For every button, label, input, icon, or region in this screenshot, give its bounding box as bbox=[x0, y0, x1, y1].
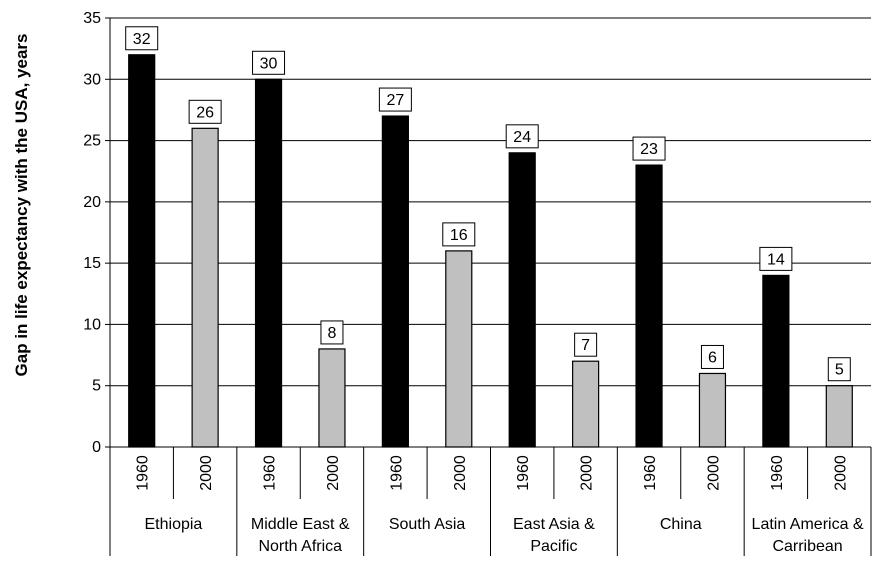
x-tick-label: 2000 bbox=[832, 455, 849, 491]
bar-2000 bbox=[572, 360, 600, 448]
group-label: South Asia bbox=[389, 516, 466, 533]
bar-1960 bbox=[254, 78, 283, 448]
bar-1960 bbox=[635, 164, 663, 448]
gridlines bbox=[110, 17, 871, 387]
bar-1960 bbox=[128, 54, 156, 448]
bar-1960 bbox=[381, 115, 409, 448]
group-label: China bbox=[660, 516, 702, 533]
x-tick-label: 2000 bbox=[452, 455, 469, 491]
y-tick-label: 15 bbox=[83, 255, 101, 272]
group-label: Middle East & bbox=[251, 516, 350, 533]
x-tick-label: 1960 bbox=[642, 455, 659, 491]
group-label: East Asia & bbox=[513, 516, 595, 533]
data-label: 7 bbox=[581, 337, 590, 354]
data-label: 23 bbox=[640, 141, 658, 158]
bar-1960 bbox=[762, 274, 790, 448]
y-tick-label: 20 bbox=[83, 194, 101, 211]
data-label: 8 bbox=[328, 325, 337, 342]
group-label: Ethiopia bbox=[145, 516, 203, 533]
group-label: Carribean bbox=[772, 538, 842, 555]
y-tick-label: 30 bbox=[83, 71, 101, 88]
bar-2000 bbox=[191, 127, 219, 448]
data-label-box bbox=[827, 357, 851, 382]
data-label: 14 bbox=[767, 251, 785, 268]
data-label: 16 bbox=[450, 227, 468, 244]
y-tick-label: 5 bbox=[92, 378, 101, 395]
data-label-box bbox=[378, 87, 412, 112]
x-tick-label: 2000 bbox=[198, 455, 215, 491]
bar-2000 bbox=[825, 385, 853, 448]
data-label: 27 bbox=[386, 92, 404, 109]
data-label: 24 bbox=[513, 129, 531, 146]
bar-1960 bbox=[508, 152, 536, 448]
x-tick-label: 2000 bbox=[325, 455, 342, 491]
data-label-box bbox=[442, 222, 476, 247]
data-label-box bbox=[320, 320, 344, 345]
group-label: Pacific bbox=[530, 538, 577, 555]
x-axis: 1960 2000 1960 2000 1960 2000 1960 2000 1960 2000… bbox=[109, 446, 872, 556]
y-axis-ticks: 0 5 10 15 20 25 30 35 bbox=[83, 10, 111, 456]
data-label-box bbox=[505, 124, 539, 149]
data-label: 5 bbox=[835, 362, 844, 379]
data-label: 26 bbox=[196, 104, 214, 121]
y-tick-label: 0 bbox=[92, 439, 101, 456]
bars bbox=[128, 54, 853, 448]
data-label-box bbox=[632, 136, 666, 161]
data-label: 6 bbox=[708, 349, 717, 366]
x-tick-label: 1960 bbox=[388, 455, 405, 491]
x-tick-label: 2000 bbox=[705, 455, 722, 491]
data-label: 30 bbox=[260, 55, 278, 72]
x-tick-label: 1960 bbox=[769, 455, 786, 491]
bar-2000 bbox=[698, 372, 727, 448]
data-labels: 32 26 30 8 27 16 24 7 23 6 14 5 bbox=[125, 26, 851, 382]
bar-2000 bbox=[318, 348, 346, 448]
data-label-box bbox=[700, 344, 724, 369]
y-tick-label: 25 bbox=[83, 133, 101, 150]
group-label: North Africa bbox=[258, 538, 342, 555]
data-label-box bbox=[252, 50, 286, 75]
x-tick-label: 1960 bbox=[135, 455, 152, 491]
x-tick-label: 1960 bbox=[262, 455, 279, 491]
x-tick-label: 2000 bbox=[579, 455, 596, 491]
data-label-box bbox=[188, 99, 222, 124]
x-tick-label: 1960 bbox=[515, 455, 532, 491]
data-label-box bbox=[574, 332, 598, 357]
data-label-box bbox=[125, 26, 159, 51]
data-label: 32 bbox=[133, 31, 151, 48]
y-tick-label: 10 bbox=[83, 316, 101, 333]
y-tick-label: 35 bbox=[83, 10, 101, 27]
data-label-box bbox=[759, 246, 793, 271]
bar-2000 bbox=[445, 250, 473, 448]
y-axis-label: Gap in life expectancy with the USA, yea… bbox=[12, 34, 31, 377]
group-label: Latin America & bbox=[752, 516, 864, 533]
